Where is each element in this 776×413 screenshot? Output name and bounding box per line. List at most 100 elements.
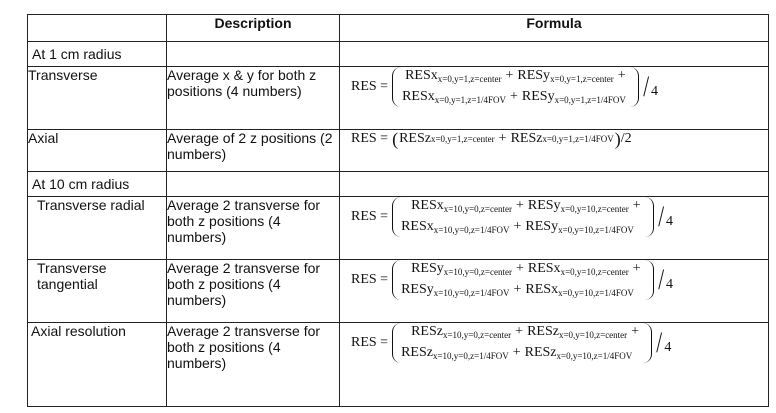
formula: RES = RESxx=10,y=0,z=center + RESyx=0,y=10… [340,197,768,237]
table-row-transverse: Transverse Average x & y for both z posi… [27,66,769,130]
plus-sign: + [515,324,524,339]
plus-sign: + [512,345,521,360]
left-paren [392,323,401,363]
plus-sign: + [632,198,641,213]
plus-sign: + [513,219,522,234]
row-label: Axial [27,129,167,172]
formula-lhs: RES = [351,79,389,94]
formula-cell: RES = RESxx=10,y=0,z=center + RESyx=0,y=10… [339,196,769,260]
plus-sign: + [617,68,626,83]
row-label: Transverse radial [27,196,167,260]
term-subscript: x=0,y=10,z=center [560,204,629,214]
formula-bottom-line: RESzx=10,y=0,z=1/4FOV + RESzx=0,y=10,z=1/4… [401,346,643,361]
header-description: Description [166,14,340,42]
term: RESx [525,282,559,297]
formula-numerator: RESxx=0,y=1,z=center + RESyx=0,y=1,z=cente… [401,67,630,107]
division-slash: / [642,70,649,103]
term-subscript: x=10,y=0,z=1/4FOV [433,288,510,298]
section-label-1cm: At 1 cm radius [27,41,167,67]
formula-bottom-line: RESyx=10,y=0,z=1/4FOV + RESxx=0,y=10,z=1/4… [401,283,645,298]
plus-sign: + [631,324,640,339]
term-subscript: x=0,y=1,z=center [430,133,495,144]
row-label: Axial resolution [27,322,167,407]
header-formula: Formula [339,14,769,42]
plus-sign: + [632,261,641,276]
term-subscript: x=0,y=10,z=1/4FOV [558,225,634,235]
formula-denominator: 4 [666,277,674,292]
formula: RES = RESyx=10,y=0,z=center + RESxx=0,y=10… [340,260,768,300]
term-subscript: x=10,y=0,z=center [442,330,512,340]
formula-cell: RES = RESxx=0,y=1,z=center + RESyx=0,y=1,z… [339,66,769,130]
formula-lhs: RES = [351,272,389,287]
formula: RES = RESxx=0,y=1,z=center + RESyx=0,y=1,z… [340,67,768,107]
right-paren [645,260,654,300]
term: RESz [401,345,433,360]
formula-cell: RES = RESzx=10,y=0,z=center + RESzx=0,y=10… [339,322,769,407]
resolution-table: Description Formula At 1 cm radius Trans… [27,14,769,407]
term-subscript: x=0,y=1,z=center [437,74,502,84]
section-label-10cm: At 10 cm radius [27,171,167,197]
row-description: Average of 2 z positions (2 numbers) [166,129,340,172]
formula-denominator: 4 [664,340,672,355]
term: RESz [524,345,557,360]
formula-cell: RES = RESyx=10,y=0,z=center + RESxx=0,y=10… [339,259,769,323]
section-row-1cm: At 1 cm radius [27,41,769,67]
formula-top-line: RESzx=10,y=0,z=center + RESzx=0,y=10,z=cen… [401,325,643,340]
plus-sign: + [513,282,522,297]
row-description: Average 2 transverse for both z position… [166,196,340,260]
term-subscript: x=10,y=0,z=center [443,204,512,214]
formula-numerator: RESzx=10,y=0,z=center + RESzx=0,y=10,z=cen… [401,323,643,363]
term-subscript: x=0,y=1,z=1/4FOV [434,95,506,105]
formula: RES = RESzx=10,y=0,z=center + RESzx=0,y=10… [340,323,768,363]
formula-top-line: RESxx=0,y=1,z=center + RESyx=0,y=1,z=cente… [401,69,630,84]
term-subscript: x=10,y=0,z=1/4FOV [432,351,509,361]
term-subscript: x=10,y=0,z=1/4FOV [433,225,510,235]
formula-bottom-line: RESxx=0,y=1,z=1/4FOV + RESyx=0,y=1,z=1/4FO… [401,90,630,105]
term: RESx [411,198,444,213]
term: RESz [411,324,443,339]
table-row-transverse-radial: Transverse radial Average 2 transverse f… [27,196,769,260]
section-empty-formula [339,41,769,67]
row-label: Transverse tangential [27,259,167,323]
plus-sign: + [510,89,518,104]
formula-numerator: RESxx=10,y=0,z=center + RESyx=0,y=10,z=cen… [401,197,645,237]
formula-denominator: 4 [666,214,674,229]
term-subscript: x=0,y=10,z=center [558,330,628,340]
term: RESx [401,219,434,234]
section-row-10cm: At 10 cm radius [27,171,769,197]
division-slash: / [657,263,664,296]
formula-bottom-line: RESxx=10,y=0,z=1/4FOV + RESyx=0,y=10,z=1/4… [401,220,645,235]
term: RESy [517,68,551,83]
term: RESx [405,68,438,83]
term: RESy [401,282,434,297]
formula-cell: RES = ( RESz x=0,y=1,z=center + RESz x=0,y… [339,129,769,172]
term: RESy [411,261,444,276]
right-paren: ) [614,129,621,149]
row-label: Transverse [27,66,167,130]
left-paren: ( [392,129,399,149]
term-subscript: x=0,y=1,z=1/4FOV [554,95,626,105]
formula-denominator: 2 [624,131,632,146]
right-paren [630,67,639,107]
plus-sign: + [505,68,514,83]
term-subscript: x=10,y=0,z=center [443,267,512,277]
right-paren [645,197,654,237]
formula-numerator: RESyx=10,y=0,z=center + RESxx=0,y=10,z=cen… [401,260,645,300]
formula-lhs: RES = [351,335,389,350]
formula: RES = ( RESz x=0,y=1,z=center + RESz x=0,y… [340,130,768,148]
left-paren [392,197,401,237]
table-row-axial-resolution: Axial resolution Average 2 transverse fo… [27,322,769,407]
section-empty-desc [166,171,340,197]
term-subscript: x=0,y=10,z=1/4FOV [556,351,633,361]
term: RESy [527,198,561,213]
right-paren [643,323,653,363]
formula-lhs: RES = [351,131,389,146]
term: RESx [527,261,561,276]
term-subscript: x=0,y=1,z=1/4FOV [542,133,614,144]
term-subscript: x=0,y=10,z=center [560,267,629,277]
left-paren [392,67,401,107]
plus-sign: + [515,198,524,213]
term: RESz [399,131,431,146]
term: RESy [525,219,559,234]
header-row: Description Formula [27,14,769,42]
